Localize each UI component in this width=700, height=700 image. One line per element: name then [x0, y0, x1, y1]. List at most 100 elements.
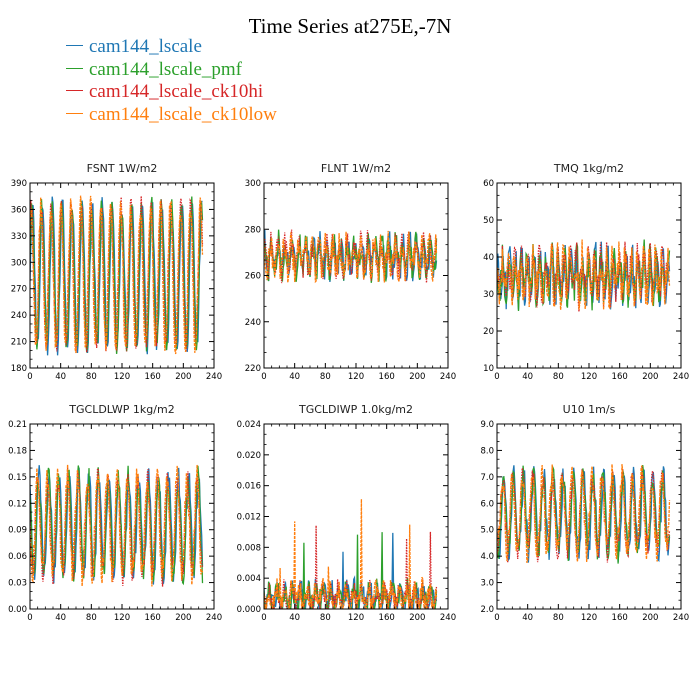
x-tick-label: 160 [612, 613, 628, 623]
x-tick-label: 80 [86, 613, 97, 623]
y-tick-label: 0.18 [8, 446, 27, 456]
y-tick-label: 220 [245, 364, 261, 374]
x-tick-label: 160 [379, 372, 395, 382]
y-tick-label: 300 [245, 179, 261, 189]
x-tick-label: 160 [379, 613, 395, 623]
series-line [30, 195, 204, 355]
y-tick-label: 30 [483, 290, 494, 300]
y-tick-label: 240 [11, 311, 27, 321]
x-tick-label: 0 [494, 372, 499, 382]
y-tick-label: 0.024 [237, 420, 261, 430]
x-tick-label: 240 [440, 372, 456, 382]
y-tick-label: 260 [245, 272, 261, 282]
y-tick-label: 7.0 [480, 473, 494, 483]
x-tick-label: 240 [206, 372, 222, 382]
panel-title: TMQ 1kg/m2 [553, 162, 624, 175]
series-line [497, 239, 671, 310]
x-tick-label: 120 [348, 372, 364, 382]
series-line [264, 230, 438, 284]
legend-label: cam144_lscale_ck10hi [89, 81, 264, 102]
x-tick-label: 160 [612, 372, 628, 382]
y-tick-label: 330 [11, 232, 27, 242]
legend-swatch [66, 112, 83, 114]
x-tick-label: 160 [145, 613, 161, 623]
legend-swatch [66, 90, 83, 92]
y-tick-label: 0.004 [237, 574, 261, 584]
x-tick-label: 40 [522, 613, 533, 623]
chart-panel: FSNT 1W/m2 0 40 80 120 160 200 240 180 210 240 270 3… [11, 162, 222, 382]
x-tick-label: 240 [440, 613, 456, 623]
y-tick-label: 180 [11, 364, 27, 374]
y-tick-label: 60 [483, 179, 494, 189]
x-tick-label: 40 [55, 613, 66, 623]
panel-title: U10 1m/s [563, 403, 616, 416]
x-tick-label: 200 [409, 372, 425, 382]
y-tick-label: 9.0 [480, 420, 494, 430]
chart-panel: U10 1m/s 0 40 80 120 160 200 240 2.0 3.0 4.0 5.0 6.0… [480, 403, 689, 623]
chart-panel: FLNT 1W/m2 0 40 80 120 160 200 240 220 240 260 280 3… [245, 162, 456, 382]
series-line [497, 464, 671, 564]
y-tick-label: 270 [11, 285, 27, 295]
x-tick-label: 120 [114, 372, 130, 382]
y-tick-label: 280 [245, 225, 261, 235]
y-tick-label: 50 [483, 216, 494, 226]
x-tick-label: 0 [27, 613, 32, 623]
y-tick-label: 0.012 [237, 513, 261, 523]
x-tick-label: 0 [261, 372, 266, 382]
plot-frame [496, 182, 682, 369]
legend-item: cam144_lscale_pmf [66, 59, 277, 82]
x-tick-label: 200 [642, 372, 658, 382]
y-tick-label: 0.008 [237, 543, 261, 553]
x-tick-label: 240 [673, 372, 689, 382]
x-tick-label: 120 [581, 613, 597, 623]
y-tick-label: 8.0 [480, 446, 494, 456]
panel-title: FSNT 1W/m2 [87, 162, 158, 175]
y-tick-label: 360 [11, 205, 27, 215]
y-tick-label: 5.0 [480, 526, 494, 536]
y-tick-label: 2.0 [480, 605, 494, 615]
y-tick-label: 0.00 [8, 605, 27, 615]
x-tick-label: 40 [289, 613, 300, 623]
y-tick-label: 0.020 [237, 451, 261, 461]
x-tick-label: 120 [348, 613, 364, 623]
x-tick-label: 200 [175, 372, 191, 382]
panel-title: FLNT 1W/m2 [321, 162, 391, 175]
legend-label: cam144_lscale [89, 36, 202, 57]
x-tick-label: 240 [673, 613, 689, 623]
x-tick-label: 200 [175, 613, 191, 623]
legend-item: cam144_lscale_ck10hi [66, 81, 277, 104]
x-tick-label: 120 [581, 372, 597, 382]
y-tick-label: 300 [11, 258, 27, 268]
panel-title: TGCLDIWP 1.0kg/m2 [298, 403, 413, 416]
legend-swatch [66, 67, 83, 69]
x-tick-label: 80 [86, 372, 97, 382]
y-tick-label: 0.016 [237, 482, 261, 492]
y-tick-label: 0.12 [8, 499, 27, 509]
x-tick-label: 40 [522, 372, 533, 382]
y-tick-label: 0.03 [8, 579, 27, 589]
legend: cam144_lscale cam144_lscale_pmf cam144_l… [66, 36, 277, 126]
y-tick-label: 390 [11, 179, 27, 189]
y-tick-label: 0.21 [8, 420, 27, 430]
legend-item: cam144_lscale [66, 36, 277, 59]
x-tick-label: 40 [55, 372, 66, 382]
x-tick-label: 40 [289, 372, 300, 382]
series-line [264, 525, 438, 609]
panel-title: TGCLDLWP 1kg/m2 [68, 403, 174, 416]
y-tick-label: 0.09 [8, 526, 27, 536]
y-tick-label: 210 [11, 338, 27, 348]
y-tick-label: 40 [483, 253, 494, 263]
y-tick-label: 4.0 [480, 552, 494, 562]
series-line [30, 464, 204, 587]
x-tick-label: 0 [261, 613, 266, 623]
legend-swatch [66, 45, 83, 47]
x-tick-label: 200 [409, 613, 425, 623]
figure-title: Time Series at275E,-7N [248, 14, 452, 38]
series-line [264, 499, 438, 609]
x-tick-label: 80 [553, 372, 564, 382]
chart-panel: TGCLDLWP 1kg/m2 0 40 80 120 160 200 240 0.00 0.03… [8, 403, 222, 623]
legend-item: cam144_lscale_ck10low [66, 104, 277, 127]
x-tick-label: 200 [642, 613, 658, 623]
y-tick-label: 240 [245, 318, 261, 328]
